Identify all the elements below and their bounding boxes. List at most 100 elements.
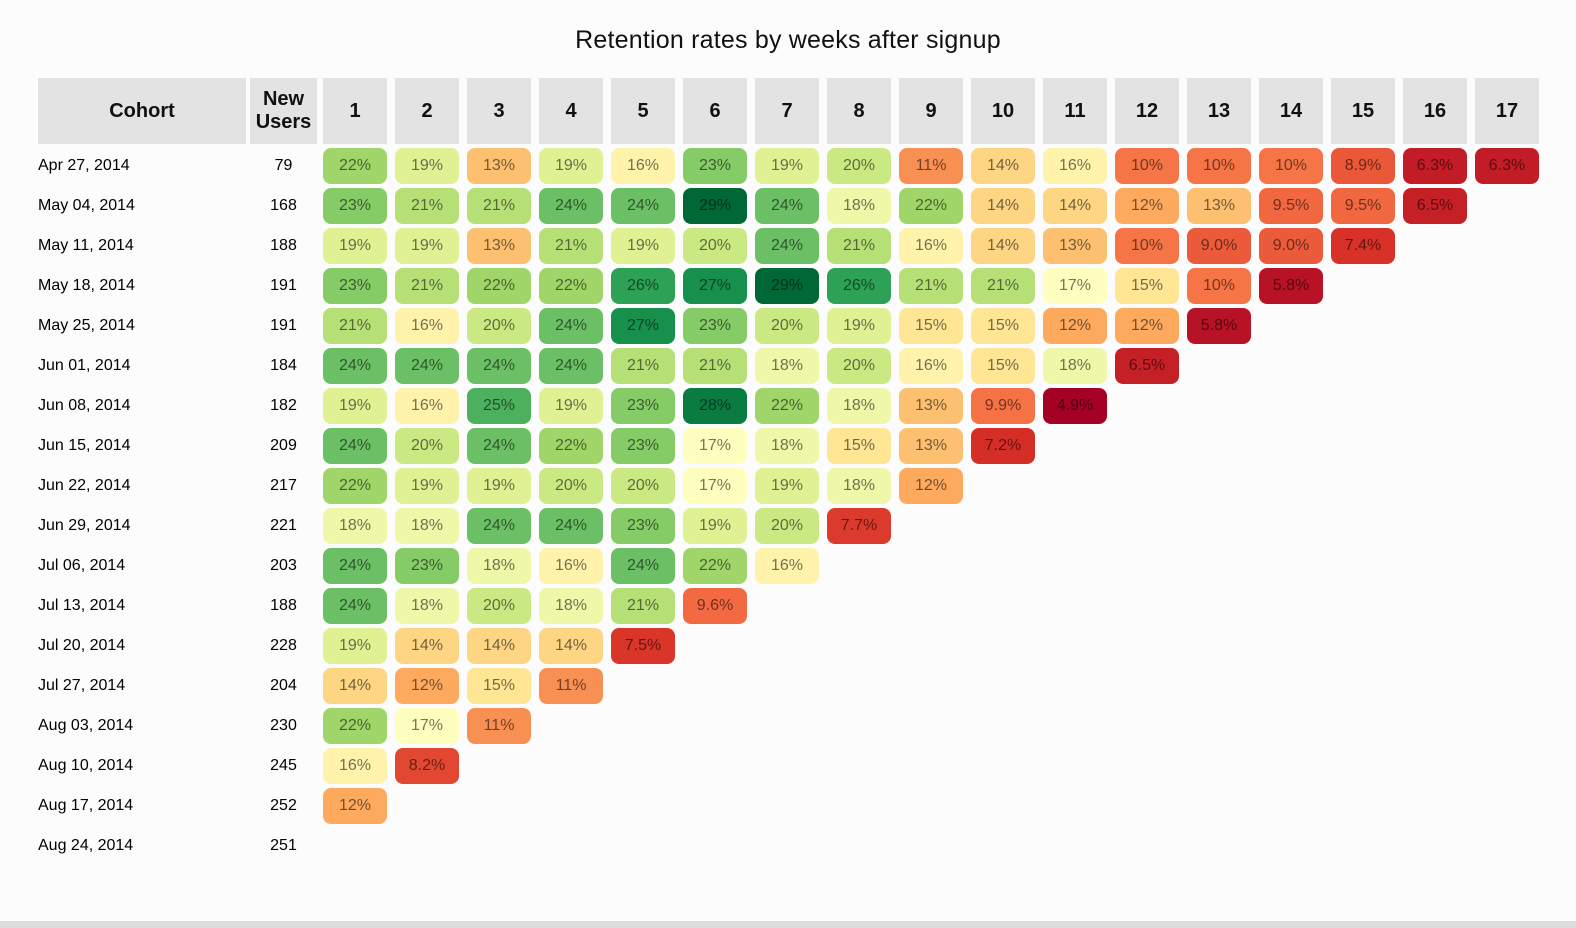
retention-heatmap-table: Cohort New Users 1 2 3 4 5 6 7 8 9 10 11 12 13 14 15 16… <box>38 78 1541 864</box>
empty-cell <box>1113 828 1181 864</box>
retention-cell: 21% <box>683 348 747 384</box>
retention-cell: 11% <box>899 148 963 184</box>
retention-cell: 14% <box>539 628 603 664</box>
empty-cell <box>969 668 1037 704</box>
empty-cell <box>825 788 893 824</box>
empty-cell <box>537 828 605 864</box>
cohort-date-label: May 11, 2014 <box>38 237 134 254</box>
retention-cell: 15% <box>827 428 891 464</box>
empty-cell <box>1185 668 1253 704</box>
retention-cell: 14% <box>971 188 1035 224</box>
empty-cell <box>1041 708 1109 744</box>
retention-cell: 5.8% <box>1259 268 1323 304</box>
empty-cell <box>1329 708 1397 744</box>
column-header-week-15: 15 <box>1331 78 1395 144</box>
retention-cell: 29% <box>755 268 819 304</box>
empty-cell <box>1041 508 1109 544</box>
retention-cell: 21% <box>611 348 675 384</box>
empty-cell <box>1329 748 1397 784</box>
empty-cell <box>1185 508 1253 544</box>
empty-cell <box>1257 428 1325 464</box>
empty-cell <box>969 628 1037 664</box>
empty-cell <box>1257 788 1325 824</box>
retention-cell: 20% <box>755 308 819 344</box>
retention-cell: 9.9% <box>971 388 1035 424</box>
retention-cell: 21% <box>539 228 603 264</box>
retention-cell: 13% <box>1043 228 1107 264</box>
empty-cell <box>1401 508 1469 544</box>
retention-cell: 13% <box>899 388 963 424</box>
retention-cell: 6.5% <box>1115 348 1179 384</box>
retention-cell: 14% <box>1043 188 1107 224</box>
retention-cell: 19% <box>755 148 819 184</box>
column-header-week-13: 13 <box>1187 78 1251 144</box>
retention-cell: 23% <box>683 148 747 184</box>
empty-cell <box>969 548 1037 584</box>
empty-cell <box>1329 468 1397 504</box>
empty-cell <box>897 708 965 744</box>
retention-cell: 24% <box>323 588 387 624</box>
retention-cell: 6.3% <box>1475 148 1539 184</box>
column-header-week-4: 4 <box>539 78 603 144</box>
empty-cell <box>1185 708 1253 744</box>
empty-cell <box>1041 748 1109 784</box>
empty-cell <box>825 628 893 664</box>
retention-cell: 24% <box>611 188 675 224</box>
empty-cell <box>1473 708 1541 744</box>
retention-cell: 21% <box>323 308 387 344</box>
retention-cell: 20% <box>683 228 747 264</box>
empty-cell <box>825 548 893 584</box>
retention-cell: 7.2% <box>971 428 1035 464</box>
cohort-date-label: May 18, 2014 <box>38 277 135 294</box>
retention-cell: 19% <box>395 228 459 264</box>
empty-cell <box>1113 508 1181 544</box>
empty-cell <box>969 708 1037 744</box>
empty-cell <box>1401 628 1469 664</box>
cohort-date-label: Jul 06, 2014 <box>38 557 126 574</box>
retention-cell: 18% <box>395 508 459 544</box>
empty-cell <box>753 668 821 704</box>
retention-cell: 19% <box>611 228 675 264</box>
retention-cell: 11% <box>467 708 531 744</box>
retention-cell: 24% <box>467 428 531 464</box>
retention-cell: 23% <box>395 548 459 584</box>
empty-cell <box>1113 388 1181 424</box>
empty-cell <box>1041 828 1109 864</box>
cohort-date-label: Jun 01, 2014 <box>38 357 131 374</box>
empty-cell <box>1041 468 1109 504</box>
retention-cell: 17% <box>683 468 747 504</box>
retention-cell: 24% <box>755 188 819 224</box>
retention-cell: 19% <box>539 148 603 184</box>
retention-cell: 23% <box>611 428 675 464</box>
empty-cell <box>1113 788 1181 824</box>
empty-cell <box>681 748 749 784</box>
retention-cell: 9.6% <box>683 588 747 624</box>
retention-cell: 8.2% <box>395 748 459 784</box>
empty-cell <box>1329 588 1397 624</box>
new-users-count: 204 <box>270 677 297 694</box>
retention-cell: 20% <box>755 508 819 544</box>
empty-cell <box>609 828 677 864</box>
empty-cell <box>465 788 533 824</box>
new-users-count: 230 <box>270 717 297 734</box>
retention-cell: 23% <box>611 388 675 424</box>
new-users-count: 191 <box>270 277 297 294</box>
empty-cell <box>825 748 893 784</box>
empty-cell <box>1401 828 1469 864</box>
empty-cell <box>897 828 965 864</box>
retention-cell: 14% <box>467 628 531 664</box>
retention-cell: 23% <box>683 308 747 344</box>
retention-cell: 22% <box>539 268 603 304</box>
retention-cell: 19% <box>323 388 387 424</box>
retention-cell: 9.0% <box>1259 228 1323 264</box>
retention-cell: 24% <box>467 508 531 544</box>
empty-cell <box>1185 748 1253 784</box>
empty-cell <box>1257 588 1325 624</box>
retention-cell: 10% <box>1115 228 1179 264</box>
retention-cell: 21% <box>395 188 459 224</box>
new-users-count: 188 <box>270 597 297 614</box>
chart-title: Retention rates by weeks after signup <box>575 26 1001 54</box>
empty-cell <box>825 668 893 704</box>
cohort-date-label: Jun 15, 2014 <box>38 437 131 454</box>
empty-cell <box>969 588 1037 624</box>
